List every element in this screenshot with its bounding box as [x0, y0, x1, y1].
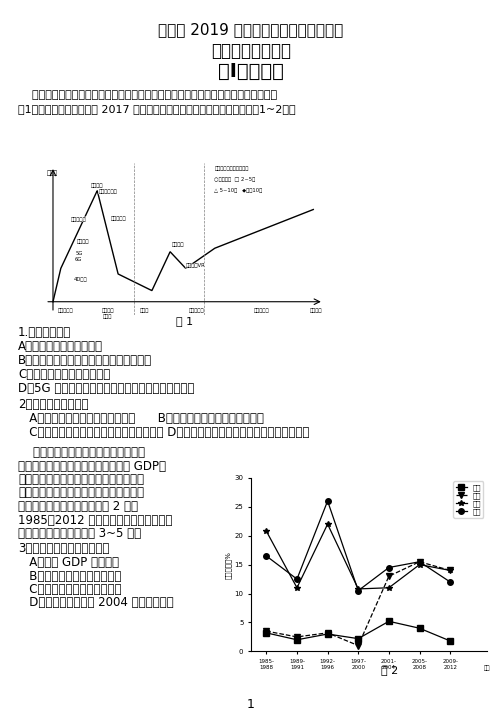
Text: B．第三产业比重呈下降趋势: B．第三产业比重呈下降趋势 [18, 569, 121, 583]
社会 [385, 583, 391, 592]
Text: 生产成熟期: 生产成熟期 [253, 309, 269, 314]
Text: △ 5~10年   ◆超过10年: △ 5~10年 ◆超过10年 [214, 188, 262, 193]
Text: C．非农户籍人口呈上升趋势: C．非农户籍人口呈上升趋势 [18, 583, 121, 596]
经济 [446, 578, 452, 586]
Text: 2．中国新兴技术产业: 2．中国新兴技术产业 [18, 398, 88, 411]
经济 [324, 497, 330, 506]
经济 [385, 564, 391, 572]
Text: 增强现实: 增强现实 [171, 242, 183, 247]
Text: C．快速发展有利于促进我国产业升级换代 D．大量引进国外技术增强我国的国际竞争力: C．快速发展有利于促进我国产业升级换代 D．大量引进国外技术增强我国的国际竞争力 [18, 426, 309, 439]
Text: 微型无人机: 微型无人机 [110, 216, 126, 221]
社会 [294, 583, 300, 592]
人口 [324, 630, 330, 639]
人口 [446, 636, 452, 645]
Line: 经济: 经济 [263, 498, 452, 593]
Text: D．城市建成区面积 2004 年达到最大值: D．城市建成区面积 2004 年达到最大值 [18, 597, 173, 610]
Line: 人口: 人口 [263, 619, 452, 644]
Text: C．增强现实技术将停止发展: C．增强现实技术将停止发展 [18, 368, 110, 381]
Text: 1.据图分析判断: 1.据图分析判断 [18, 326, 71, 339]
Text: 图 1: 图 1 [176, 316, 193, 326]
Text: 智能机器人: 智能机器人 [71, 217, 87, 222]
Line: 社会: 社会 [263, 521, 452, 592]
Text: 低谷期: 低谷期 [139, 309, 148, 314]
社会 [416, 561, 422, 569]
Text: 发展阶段: 发展阶段 [309, 309, 322, 314]
土地 [355, 641, 361, 650]
Text: 期望膨胀
期顶峰: 期望膨胀 期顶峰 [101, 309, 114, 319]
Text: A．集中分布于东部沿海的小城镇      B．主要为了降低运输成本而聚集: A．集中分布于东部沿海的小城镇 B．主要为了降低运输成本而聚集 [18, 412, 264, 425]
社会 [324, 520, 330, 528]
Text: A．人均 GDP 波动下降: A．人均 GDP 波动下降 [18, 556, 119, 569]
社会 [355, 585, 361, 593]
土地 [263, 627, 269, 635]
Text: 文科综合能力测试: 文科综合能力测试 [210, 42, 291, 60]
Line: 土地: 土地 [263, 559, 452, 649]
Text: 图1示意某咨询公司发布的 2017 年中国部分新兴技术成熟度曲线。读图完成1~2题。: 图1示意某咨询公司发布的 2017 年中国部分新兴技术成熟度曲线。读图完成1~2… [18, 104, 295, 114]
Text: 期望值: 期望值 [47, 171, 58, 176]
Text: 技术成熟度曲线是通过技术发展阶段和公众期望值等指标来评价新技术的一种工具。: 技术成熟度曲线是通过技术发展阶段和公众期望值等指标来评价新技术的一种工具。 [18, 90, 277, 100]
Text: 5G
6G: 5G 6G [75, 251, 82, 262]
Text: 1: 1 [246, 698, 255, 708]
Legend: 人口, 土地, 社会, 经济: 人口, 土地, 社会, 经济 [452, 481, 482, 518]
Text: 量子计算: 量子计算 [76, 239, 89, 244]
土地 [324, 629, 330, 637]
经济 [355, 586, 361, 595]
Text: 自动驾驶汽车: 自动驾驶汽车 [98, 189, 117, 194]
Text: 虚拟现实VR: 虚拟现实VR [185, 263, 205, 268]
Text: 土地（市辖区建成区面积）、社会（人均: 土地（市辖区建成区面积）、社会（人均 [18, 473, 144, 486]
经济 [263, 552, 269, 560]
Text: ○不到两年  □ 2~5年: ○不到两年 □ 2~5年 [214, 177, 255, 182]
Text: 社会消费品零售总额）四个综合要素来研: 社会消费品零售总额）四个综合要素来研 [18, 486, 144, 500]
人口 [294, 636, 300, 644]
社会 [446, 566, 452, 575]
Text: 4D打印: 4D打印 [74, 277, 87, 282]
经济 [416, 557, 422, 566]
Text: 年份: 年份 [483, 666, 489, 671]
Text: 人口（非农户籍人口）、经济（人均 GDP）: 人口（非农户籍人口）、经济（人均 GDP） [18, 459, 166, 472]
Text: B．目前商用无人机技术的期望值持续提高: B．目前商用无人机技术的期望值持续提高 [18, 354, 152, 367]
社会 [263, 527, 269, 535]
经济 [294, 575, 300, 583]
Text: 第Ⅰ卷选择题: 第Ⅰ卷选择题 [217, 62, 284, 81]
Text: 究城市化的时空分异特征。图 2 示意: 究城市化的时空分异特征。图 2 示意 [18, 500, 138, 513]
人口 [385, 617, 391, 626]
土地 [385, 572, 391, 581]
Y-axis label: 年均增长率%: 年均增长率% [224, 551, 231, 578]
Text: 1985～2012 年京津冀地区城市化整体年: 1985～2012 年京津冀地区城市化整体年 [18, 513, 172, 527]
Text: 城市化是一个复杂的过程，一般选取: 城市化是一个复杂的过程，一般选取 [18, 446, 145, 459]
Text: 技术萌芽期: 技术萌芽期 [58, 309, 74, 314]
人口 [416, 624, 422, 632]
土地 [294, 633, 300, 641]
Text: 均增长率统计。读图完成 3~5 题。: 均增长率统计。读图完成 3~5 题。 [18, 527, 141, 540]
Text: D．5G 技术可能必量子计算技术更早进人生产成熟期: D．5G 技术可能必量子计算技术更早进人生产成熟期 [18, 382, 194, 395]
Text: 机器学习: 机器学习 [91, 183, 103, 188]
土地 [446, 566, 452, 575]
人口 [355, 634, 361, 643]
Text: 到达成熟阶段需要的年数: 到达成熟阶段需要的年数 [214, 166, 248, 171]
人口 [263, 629, 269, 637]
Text: 3．此时期，京津冀地区城市: 3．此时期，京津冀地区城市 [18, 542, 109, 556]
Text: A．机器学习生产企业最多: A．机器学习生产企业最多 [18, 340, 103, 353]
Text: 图 2: 图 2 [381, 665, 398, 675]
Text: 爬坡开窍期: 爬坡开窍期 [188, 309, 203, 314]
土地 [416, 557, 422, 566]
Text: 龙岩市 2019 年高中毕业班教学质量检查: 龙岩市 2019 年高中毕业班教学质量检查 [158, 22, 343, 37]
